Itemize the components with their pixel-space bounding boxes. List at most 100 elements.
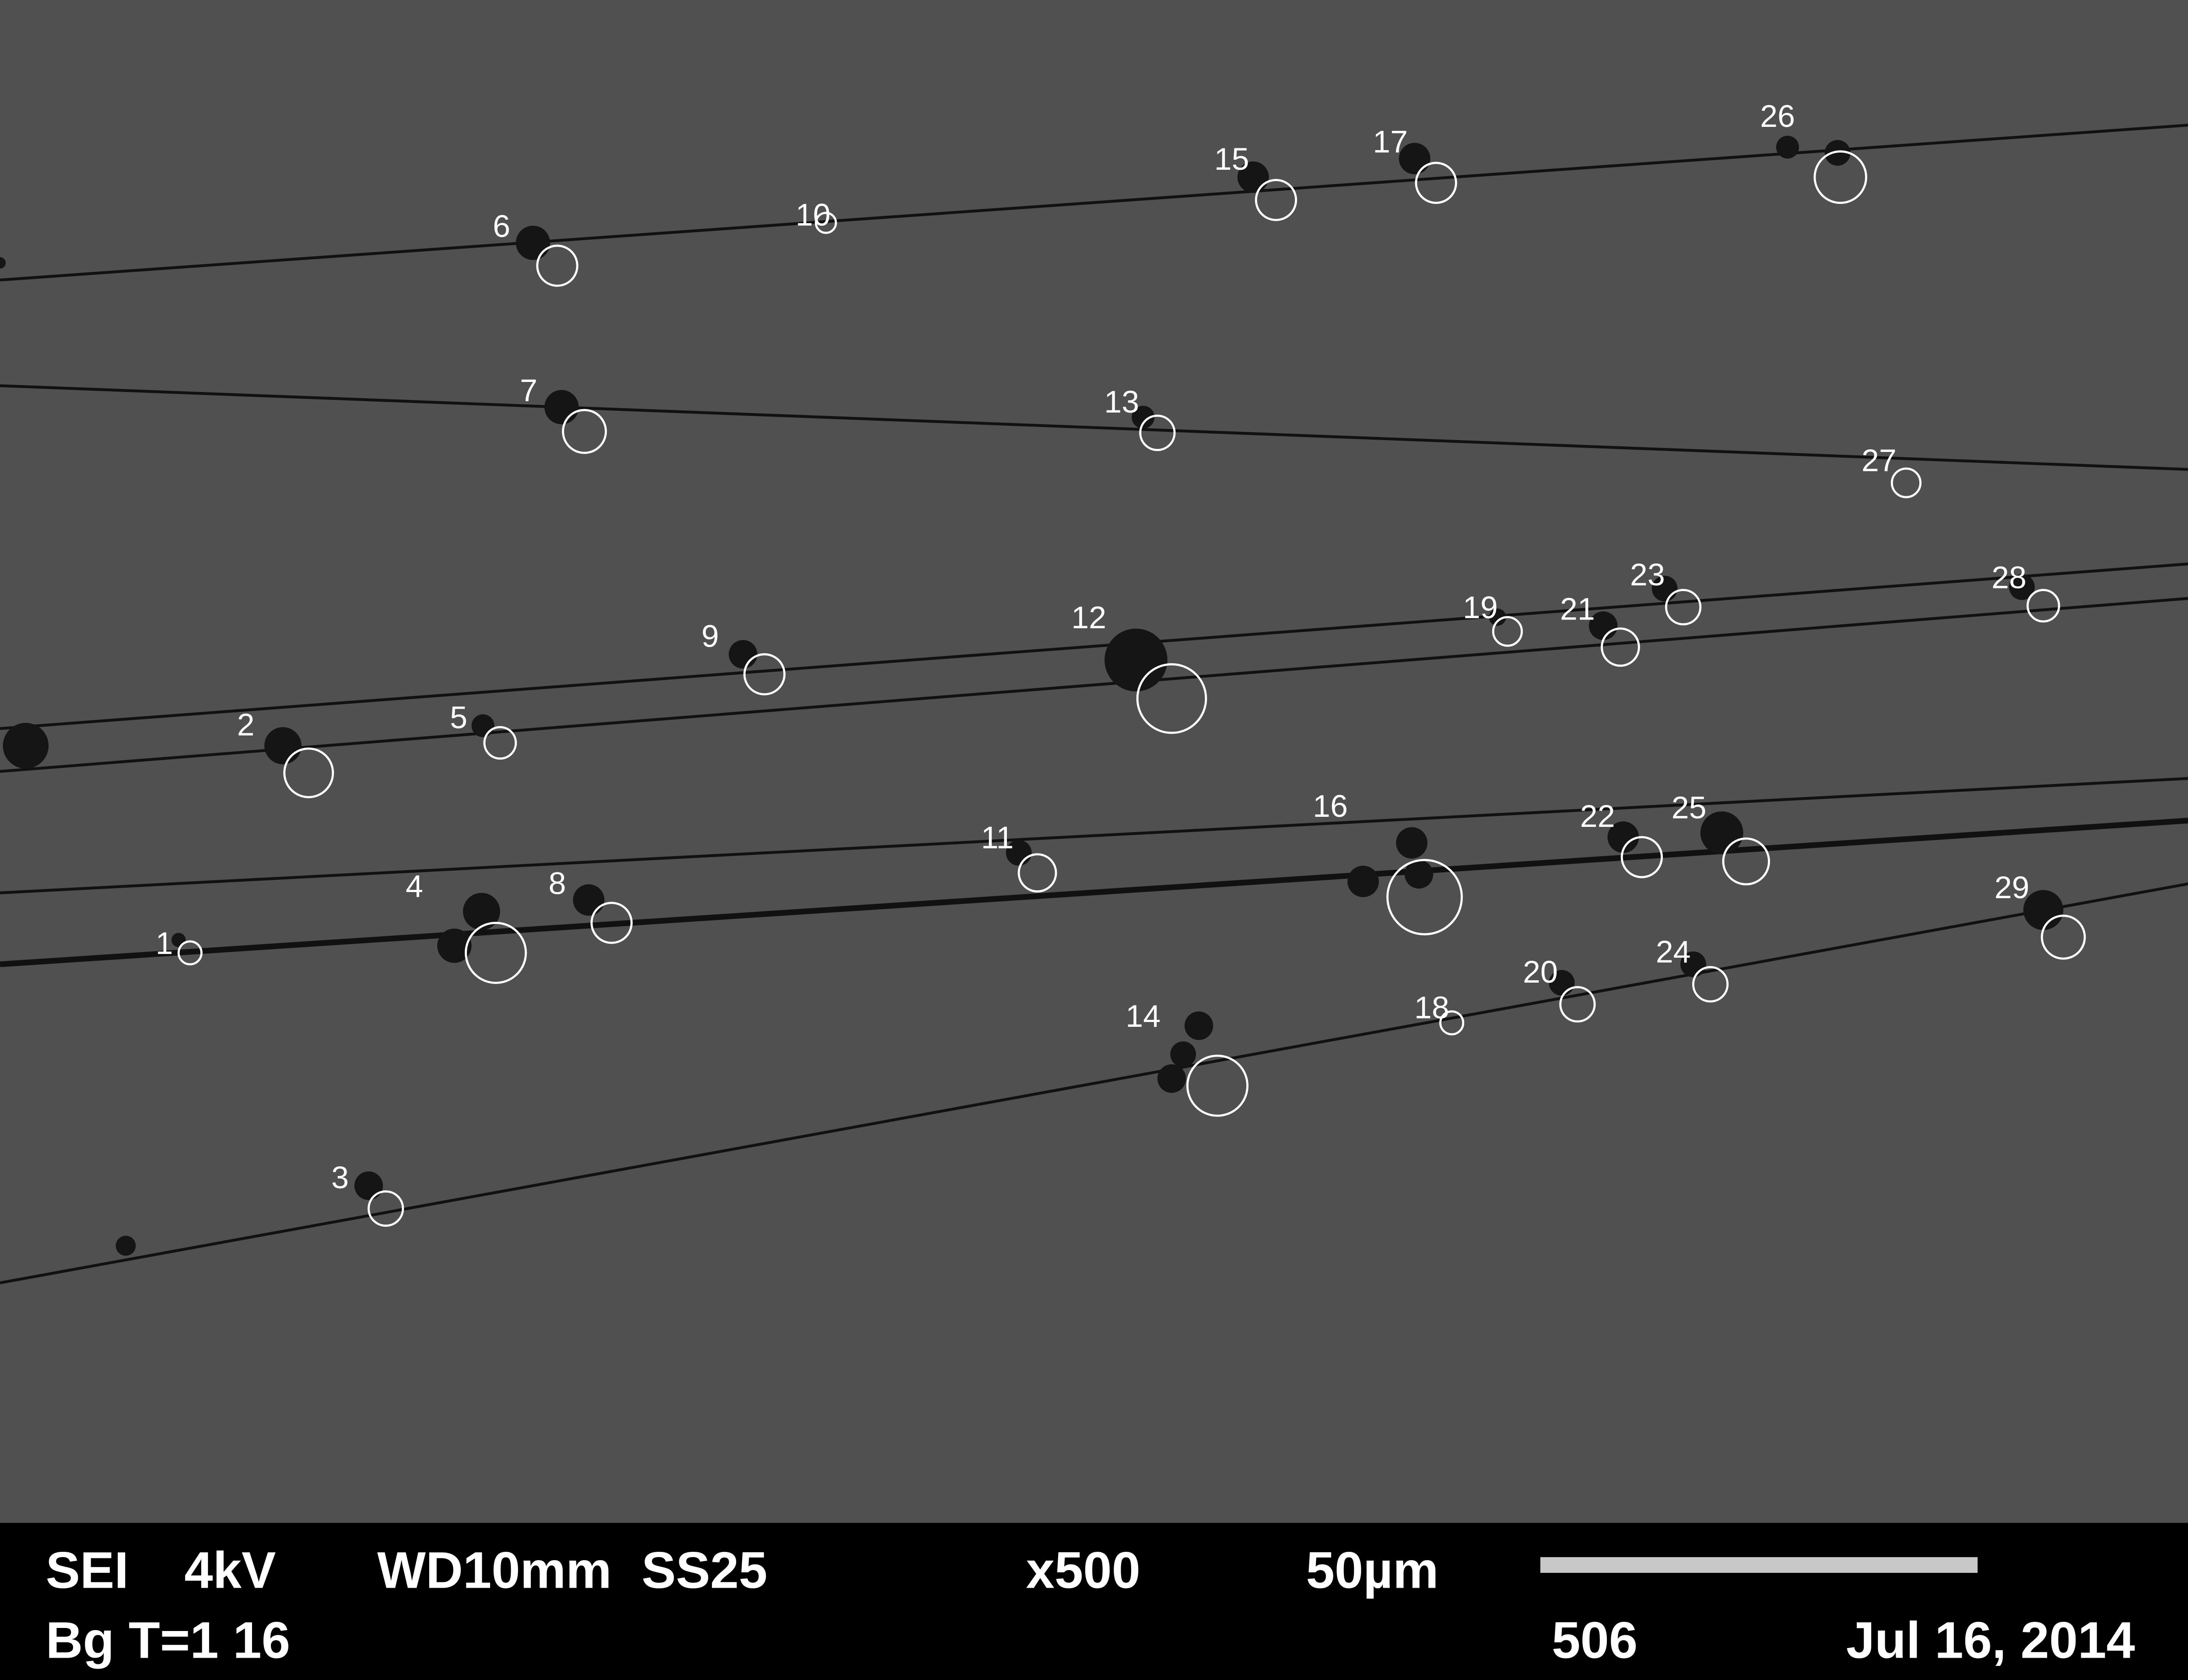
particle-label: 16 [1313, 789, 1348, 824]
annotation-ring [1665, 589, 1702, 626]
particle-label: 18 [1414, 990, 1449, 1026]
particle [1776, 136, 1799, 159]
annotation-ring [562, 409, 607, 454]
particle-annotations: 1234567891011121314151617181920212223242… [156, 99, 2086, 1227]
fiber [0, 384, 2188, 471]
particle [1105, 628, 1168, 692]
annotation-ring [1255, 178, 1297, 221]
particle [1237, 161, 1269, 193]
annotation-ring [2027, 589, 2060, 623]
particle-label: 19 [1463, 590, 1498, 625]
annotation-ring [1492, 616, 1523, 647]
annotation-ring [1890, 467, 1922, 498]
particle-label: 23 [1630, 557, 1665, 592]
particle-label: 8 [548, 866, 566, 901]
annotation-ring [743, 653, 786, 696]
particle [1132, 406, 1155, 429]
annotation-ring [465, 921, 527, 984]
particle [1589, 611, 1618, 640]
particle [515, 225, 551, 260]
magnification: x500 [1026, 1541, 1140, 1599]
annotation-ring [1415, 161, 1457, 204]
particle [1347, 865, 1379, 897]
annotation-ring [1692, 966, 1729, 1003]
scale-label: 50µm [1306, 1541, 1438, 1599]
annotation-ring [1386, 859, 1463, 935]
annotation-ring [1439, 1010, 1465, 1036]
specimen-background [0, 0, 2188, 1523]
particle [2009, 574, 2035, 600]
spot-size: SS25 [642, 1541, 768, 1599]
particle-label: 4 [406, 869, 423, 904]
particle-label: 7 [520, 373, 537, 408]
annotation-ring [2041, 914, 2086, 960]
annotation-ring [177, 940, 203, 966]
particle [1607, 821, 1639, 853]
particle-label: 12 [1071, 600, 1106, 635]
particle-label: 13 [1104, 385, 1139, 420]
particle [1396, 827, 1428, 859]
particle [573, 884, 605, 916]
particle-label: 26 [1760, 99, 1795, 134]
particle [1824, 140, 1851, 166]
particle-label: 6 [493, 209, 510, 244]
particle-label: 28 [1992, 560, 2027, 595]
fiber [0, 777, 2188, 895]
annotation-ring [1017, 853, 1057, 892]
particle [463, 892, 500, 930]
unlabeled-particles [0, 257, 136, 1256]
annotation-ring [590, 902, 633, 944]
annotation-ring [1813, 150, 1867, 204]
particle [1157, 1064, 1186, 1093]
annotation-ring [1559, 986, 1596, 1023]
particle [544, 390, 579, 424]
annotation-ring [1186, 1054, 1249, 1117]
annotation-ring [283, 747, 334, 798]
particle-label: 25 [1672, 790, 1707, 825]
particle-label: 21 [1560, 592, 1595, 627]
particle-label: 11 [981, 820, 1014, 855]
particle-label: 20 [1523, 955, 1558, 990]
particle [1184, 1011, 1213, 1040]
annotation-ring [368, 1190, 404, 1227]
particle-label: 5 [450, 700, 467, 735]
particle-label: 22 [1580, 799, 1615, 834]
detector: Bg T=1 16 [46, 1611, 290, 1669]
particle [1404, 860, 1434, 889]
particle [3, 723, 49, 769]
particle [0, 257, 6, 269]
fiber [0, 123, 2188, 282]
particle [354, 1171, 383, 1200]
scale-bar [1540, 1557, 1978, 1573]
annotation-ring [483, 726, 517, 760]
image-number: 506 [1552, 1611, 1637, 1669]
particle-label: 2 [237, 707, 255, 742]
particle-label: 29 [1995, 870, 2030, 905]
annotation-ring [1600, 627, 1640, 667]
particle-label: 10 [796, 197, 831, 232]
particle [1700, 811, 1743, 854]
particle-label: 27 [1862, 443, 1897, 478]
date: Jul 16, 2014 [1846, 1611, 2135, 1669]
annotation-ring [1620, 836, 1663, 878]
particle [171, 933, 186, 947]
particle-label: 24 [1656, 934, 1691, 970]
particle [729, 640, 757, 669]
fiber [0, 882, 2188, 1284]
fibers [0, 123, 2188, 1284]
annotation-ring [1722, 837, 1770, 886]
voltage: 4kV [184, 1541, 276, 1599]
particle-label: 9 [701, 619, 719, 654]
mode: SEI [46, 1541, 128, 1599]
particle [2023, 890, 2064, 930]
annotation-ring [536, 245, 579, 287]
particle [1170, 1041, 1196, 1068]
particle [264, 727, 302, 764]
particle-label: 3 [331, 1160, 349, 1195]
particle [437, 928, 472, 963]
annotation-ring [815, 212, 837, 234]
particle [116, 1236, 136, 1256]
fiber [0, 818, 2188, 967]
